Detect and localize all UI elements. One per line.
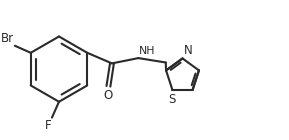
Text: Br: Br — [1, 32, 14, 45]
Text: F: F — [45, 118, 51, 131]
Text: NH: NH — [139, 46, 156, 56]
Text: O: O — [103, 89, 112, 102]
Text: S: S — [169, 93, 176, 106]
Text: N: N — [184, 44, 193, 57]
